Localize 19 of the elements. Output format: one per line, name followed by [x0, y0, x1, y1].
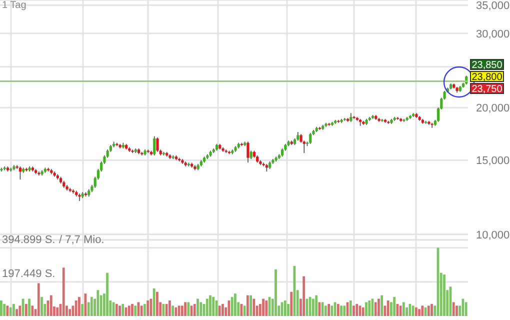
text: 23,750 [470, 83, 504, 95]
candlestick [18, 166, 22, 180]
candlestick [430, 122, 434, 128]
y-tick-label: 30,000 [476, 28, 510, 40]
candlestick [78, 193, 81, 202]
candlestick [156, 136, 159, 152]
annotation: / 7,7 Mio. [59, 234, 104, 246]
y-tick-label: 20,000 [476, 102, 510, 114]
text: 23,800 [470, 71, 504, 83]
candlestick [309, 132, 312, 144]
y-tick-label: 35,000 [476, 0, 510, 12]
text: 23,850 [470, 59, 504, 71]
candlestick [246, 141, 250, 164]
y-tick-label: 10,000 [476, 229, 510, 242]
y-tick-label: 197.449 S. [2, 268, 56, 280]
y-tick-label: 15,000 [476, 155, 510, 168]
y-tick-label: 394.899 S. [2, 234, 56, 246]
candlestick [153, 136, 156, 156]
chart-title: 1 Tag [2, 0, 26, 11]
